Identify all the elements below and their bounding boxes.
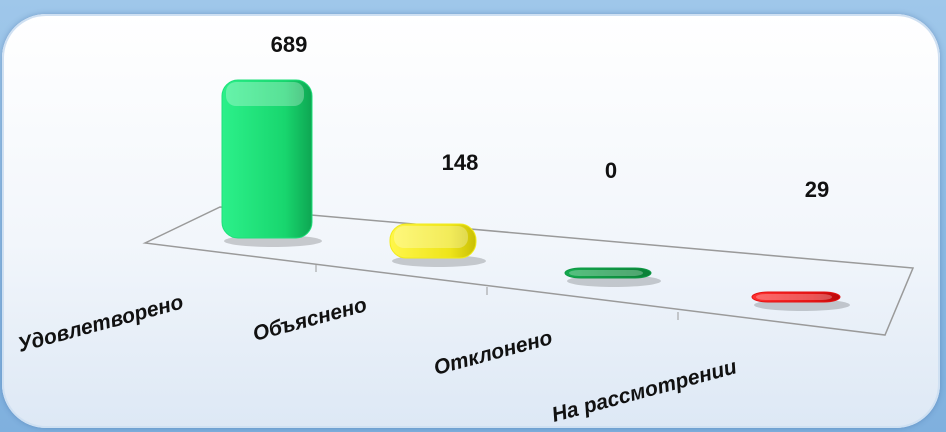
bar-1 [221,79,322,247]
value-label: 29 [805,177,829,202]
value-label: 0 [605,158,617,183]
bar-3 [564,267,661,287]
bar-2 [389,223,486,267]
category-label: Удовлетворено [15,290,186,356]
category-label: Объяснено [250,293,369,346]
category-label: На рассмотрении [549,355,739,427]
bar-4 [751,291,850,311]
chart-panel [2,14,940,428]
value-label: 148 [442,150,479,175]
value-label: 689 [271,32,308,57]
chart-floor [142,206,915,336]
category-label: Отклонено [431,326,555,380]
